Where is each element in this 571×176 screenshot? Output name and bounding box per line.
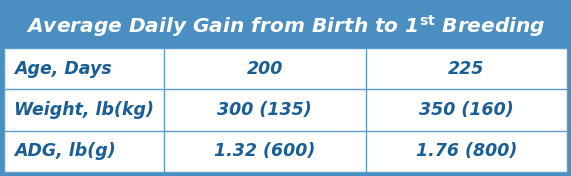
Text: 200: 200 bbox=[247, 60, 283, 78]
Text: 225: 225 bbox=[448, 60, 484, 78]
Text: 1.76 (800): 1.76 (800) bbox=[416, 142, 517, 160]
Text: 300 (135): 300 (135) bbox=[218, 101, 312, 119]
Text: ADG, lb(g): ADG, lb(g) bbox=[14, 142, 116, 160]
Text: Average Daily Gain from Birth to 1$\mathbf{^{st}}$ Breeding: Average Daily Gain from Birth to 1$\math… bbox=[26, 13, 545, 39]
Text: Age, Days: Age, Days bbox=[14, 60, 112, 78]
Text: Weight, lb(kg): Weight, lb(kg) bbox=[14, 101, 154, 119]
Text: 350 (160): 350 (160) bbox=[419, 101, 514, 119]
Text: 1.32 (600): 1.32 (600) bbox=[214, 142, 315, 160]
